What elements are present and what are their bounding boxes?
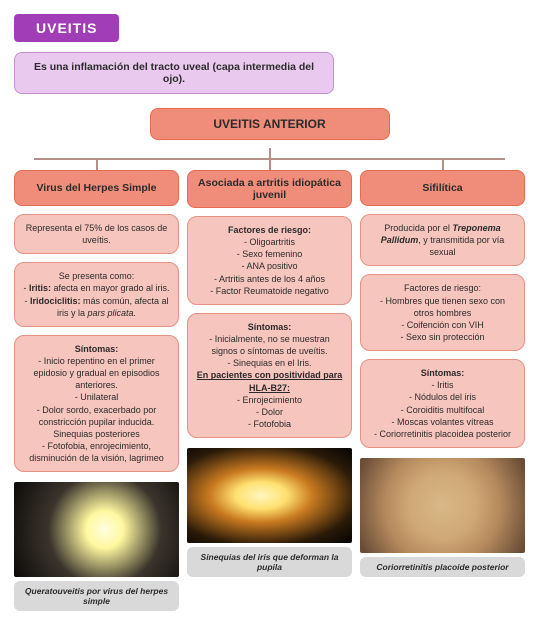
col-head-herpes: Virus del Herpes Simple <box>14 170 179 206</box>
clinical-photo-jia <box>187 448 352 543</box>
photo-caption: Sinequias del iris que deforman la pupil… <box>187 547 352 577</box>
clinical-photo-herpes <box>14 482 179 577</box>
col-head-jia: Asociada a artritis idiopática juvenil <box>187 170 352 208</box>
root-node: UVEITIS ANTERIOR <box>150 108 390 140</box>
photo-caption: Coriorretinitis placoide posterior <box>360 557 525 577</box>
clinical-photo-syphilis <box>360 458 525 553</box>
column-syphilis: Sifilítica Producida por el Treponema Pa… <box>360 160 525 611</box>
info-box: Síntomas:- Inicio repentino en el primer… <box>14 335 179 472</box>
connector <box>269 160 271 170</box>
info-box: Factores de riesgo:- Hombres que tienen … <box>360 274 525 351</box>
col-head-syphilis: Sifilítica <box>360 170 525 206</box>
column-jia: Asociada a artritis idiopática juvenil F… <box>187 160 352 611</box>
connector <box>442 160 444 170</box>
info-box: Factores de riesgo:- Oligoartritis- Sexo… <box>187 216 352 305</box>
photo-caption: Queratouveitis por virus del herpes simp… <box>14 581 179 611</box>
info-box: Síntomas:- Inicialmente, no se muestran … <box>187 313 352 438</box>
info-box: Producida por el Treponema Pallidum, y t… <box>360 214 525 266</box>
info-box: Síntomas:- Iritis- Nódulos del iris- Cor… <box>360 359 525 448</box>
page-title: UVEITIS <box>14 14 119 42</box>
connector <box>269 148 271 158</box>
info-box: Representa el 75% de los casos de uveíti… <box>14 214 179 254</box>
connector <box>96 160 98 170</box>
definition-box: Es una inflamación del tracto uveal (cap… <box>14 52 334 94</box>
column-herpes: Virus del Herpes Simple Representa el 75… <box>14 160 179 611</box>
columns-container: Virus del Herpes Simple Representa el 75… <box>14 160 525 611</box>
info-box: Se presenta como:- Iritis: afecta en may… <box>14 262 179 327</box>
